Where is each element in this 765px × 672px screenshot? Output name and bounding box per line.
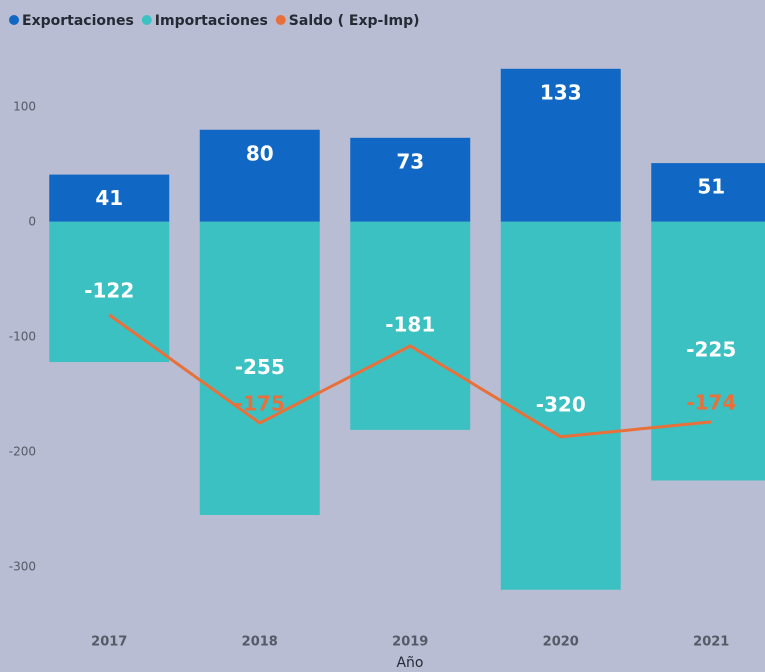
- x-tick-label: 2020: [543, 635, 579, 650]
- bar: [651, 221, 765, 481]
- x-tick-label: 2021: [693, 635, 729, 650]
- data-label: 73: [396, 149, 424, 173]
- y-tick-label: 0: [28, 214, 36, 228]
- data-label: -225: [686, 338, 736, 362]
- legend-marker: [9, 15, 19, 25]
- y-tick-label: -100: [9, 329, 36, 343]
- legend-marker: [275, 15, 286, 25]
- data-label: 51: [697, 175, 725, 199]
- y-tick-label: -200: [9, 444, 36, 458]
- x-tick-label: 2018: [242, 635, 278, 650]
- data-label: 80: [246, 141, 274, 165]
- bar: [199, 129, 320, 222]
- x-axis-title: Año: [396, 655, 423, 671]
- legend-label: Saldo ( Exp-Imp): [289, 13, 420, 29]
- y-tick-label: -300: [9, 559, 36, 573]
- bar: [350, 137, 471, 222]
- bar: [350, 221, 471, 430]
- data-label: -174: [686, 390, 736, 414]
- data-label: -175: [235, 392, 285, 416]
- bar: [49, 174, 170, 222]
- data-label: 41: [95, 186, 123, 210]
- x-tick-label: 2017: [91, 635, 127, 650]
- data-label: 133: [540, 80, 582, 104]
- line: [108, 313, 712, 439]
- data-label: -181: [385, 312, 435, 336]
- legend-label: Exportaciones: [22, 13, 134, 29]
- y-tick-label: 100: [13, 99, 36, 113]
- bar: [199, 221, 320, 515]
- bar: [500, 221, 621, 590]
- bar: [49, 221, 170, 363]
- x-tick-label: 2019: [392, 635, 428, 650]
- legend-label: Importaciones: [155, 13, 268, 29]
- bar: [651, 163, 765, 222]
- data-label: -122: [84, 278, 134, 302]
- bar: [500, 68, 621, 222]
- data-label: -320: [536, 392, 586, 416]
- data-label: -255: [235, 355, 285, 379]
- legend-marker: [141, 15, 152, 25]
